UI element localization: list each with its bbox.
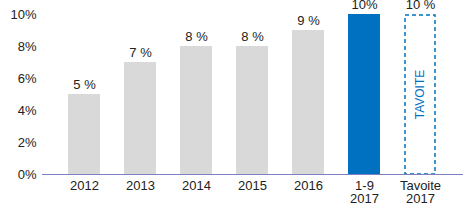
- svg-text:7 %: 7 %: [129, 45, 152, 60]
- svg-text:Tavoite2017: Tavoite2017: [400, 178, 441, 206]
- svg-text:8 %: 8 %: [241, 29, 264, 44]
- svg-text:2%: 2%: [18, 135, 37, 150]
- svg-text:5 %: 5 %: [73, 77, 96, 92]
- svg-text:2016: 2016: [294, 178, 323, 193]
- svg-text:10%: 10%: [10, 7, 36, 22]
- svg-text:6%: 6%: [18, 71, 37, 86]
- svg-text:2012: 2012: [70, 178, 99, 193]
- svg-text:2013: 2013: [126, 178, 155, 193]
- svg-text:2015: 2015: [238, 178, 267, 193]
- svg-text:1-92017: 1-92017: [350, 178, 379, 206]
- svg-text:8%: 8%: [18, 39, 37, 54]
- svg-text:2014: 2014: [182, 178, 211, 193]
- svg-text:10%: 10%: [351, 0, 377, 12]
- svg-text:10 %: 10 %: [406, 0, 436, 12]
- svg-text:9 %: 9 %: [297, 13, 320, 28]
- svg-text:TAVOITE: TAVOITE: [413, 70, 427, 120]
- svg-text:4%: 4%: [18, 103, 37, 118]
- svg-text:8 %: 8 %: [185, 29, 208, 44]
- svg-text:0%: 0%: [18, 167, 37, 182]
